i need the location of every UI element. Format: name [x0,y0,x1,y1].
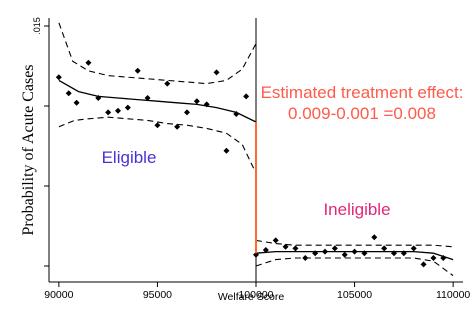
eligible-data-point [203,101,210,108]
ineligible-data-point [400,250,407,257]
ineligible-data-point [381,245,388,252]
ineligible-data-point [312,250,319,257]
ineligible-data-point [420,261,427,268]
ineligible-data-point [331,245,338,252]
x-tick-label: 95000 [143,289,172,301]
ineligible-data-point [282,243,289,250]
eligible-data-point [65,90,72,97]
eligible-data-point [144,95,151,101]
ineligible-ci-lower [255,257,454,277]
eligible-data-point [95,95,102,101]
eligible-data-point [105,109,112,116]
eligible-data-point [55,74,62,81]
plot-area: .015 90000 95000 100000 105000 110000 [32,17,470,301]
eligible-data-point [243,93,250,100]
eligible-data-point [193,98,200,105]
ineligible-data-point [430,255,437,261]
x-tick-label: 110000 [436,289,470,301]
effect-annotation-line1: Estimated treatment effect: [261,83,464,102]
ineligible-data-point [253,251,259,258]
x-axis-label: Welfare Score [218,291,284,303]
eligible-data-point [154,122,161,129]
eligible-data-point [134,67,141,74]
x-tick-label: 105000 [337,289,372,301]
eligible-data-point [164,80,171,87]
eligible-data-point [233,111,240,117]
eligible-ci-lower [58,116,257,174]
eligible-ci-upper [58,22,257,85]
eligible-data-point [174,123,181,130]
x-tick-label: 100000 [238,289,273,301]
eligible-data-point [223,147,230,154]
eligible-data-point [73,99,80,106]
ineligible-data-point [391,250,397,257]
ineligible-data-point [292,245,299,252]
eligible-data-point [184,109,190,116]
effect-annotation-line2: 0.009-0.001 =0.008 [288,104,436,123]
y-tick-label: .015 [32,17,42,35]
ineligible-data-point [351,248,358,255]
ineligible-data-point [371,234,378,241]
ineligible-data-point [361,250,368,257]
eligible-label: Eligible [102,148,157,167]
eligible-data-point [213,69,220,76]
x-tick-label: 90000 [44,289,73,301]
eligible-data-point [124,104,131,111]
ineligible-data-point [322,248,328,255]
eligible-data-point [115,107,121,114]
ineligible-data-point [272,237,279,244]
ineligible-data-point [302,255,309,261]
eligible-fit-line [58,79,257,123]
ineligible-ci-upper [255,239,454,248]
y-axis-label: Probability of Acute Cases [20,64,37,235]
ineligible-label: Ineligible [323,200,390,219]
ineligible-data-point [410,245,417,252]
eligible-data-point [85,59,92,66]
ineligible-data-point [262,247,269,253]
ineligible-data-point [440,255,447,261]
ineligible-data-point [341,251,348,258]
